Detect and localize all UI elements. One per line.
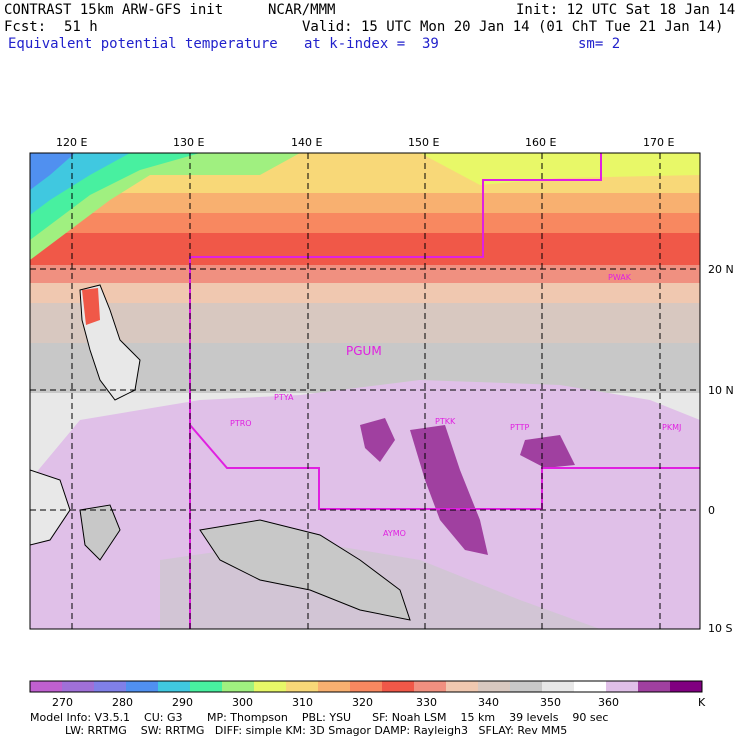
colorbar-swatch	[94, 681, 127, 692]
valid-time: Valid: 15 UTC Mon 20 Jan 14 (01 ChT Tue …	[302, 19, 724, 35]
colorbar-swatch	[606, 681, 639, 692]
colorbar-swatch	[670, 681, 703, 692]
colorbar-swatch	[318, 681, 351, 692]
physics-info-line: LW: RRTMG SW: RRTMG DIFF: simple KM: 3D …	[30, 724, 568, 737]
colorbar-label: 330	[416, 696, 437, 709]
colorbar-swatch	[414, 681, 447, 692]
high-theta-e-blob	[360, 418, 395, 462]
colorbar-swatch	[446, 681, 479, 692]
map-frame	[29, 152, 701, 630]
colorbar-label: 360	[598, 696, 619, 709]
colorbar-swatch	[158, 681, 191, 692]
colorbar-swatch	[126, 681, 159, 692]
org-label: NCAR/MMM	[268, 2, 336, 18]
lon-label: 170 E	[643, 136, 675, 149]
colorbar-label: 340	[478, 696, 499, 709]
lat-label: 0	[708, 504, 715, 517]
station-label: PTRO	[230, 419, 252, 428]
smoothing: sm= 2	[578, 36, 621, 52]
lat-label: 10 S	[708, 622, 733, 635]
station-label: PTYA	[274, 393, 294, 402]
colorbar-swatch	[222, 681, 255, 692]
colorbar-swatch	[638, 681, 671, 692]
colorbar-label: 350	[540, 696, 561, 709]
station-label: PTKK	[435, 417, 456, 426]
station-label: AYMO	[383, 529, 406, 538]
colorbar-label: 290	[172, 696, 193, 709]
colorbar-swatch	[478, 681, 511, 692]
lat-label: 10 N	[708, 384, 734, 397]
colorbar	[30, 681, 703, 692]
colorbar-swatch	[190, 681, 223, 692]
high-theta-e-blob	[520, 435, 575, 468]
lon-label: 140 E	[291, 136, 323, 149]
colorbar-swatch	[254, 681, 287, 692]
lon-label: 120 E	[56, 136, 88, 149]
colorbar-label: 270	[52, 696, 73, 709]
forecast-label: Fcst:	[4, 19, 47, 35]
colorbar-swatch	[574, 681, 607, 692]
station-label: PWAK	[608, 273, 632, 282]
init-time: Init: 12 UTC Sat 18 Jan 14	[516, 2, 736, 18]
lon-label: 160 E	[525, 136, 557, 149]
field-name: Equivalent potential temperature	[8, 36, 278, 52]
station-label: PTTP	[510, 423, 530, 432]
colorbar-label: 300	[232, 696, 253, 709]
high-theta-e-blob	[410, 425, 488, 555]
colorbar-label: 280	[112, 696, 133, 709]
station-label: PKMJ	[662, 423, 682, 432]
level-index: at k-index = 39	[304, 36, 439, 52]
colorbar-swatch	[382, 681, 415, 692]
colorbar-unit: K	[698, 696, 706, 709]
model-info-line: Model Info: V3.5.1 CU: G3 MP: Thompson P…	[30, 711, 609, 724]
colorbar-label: 320	[352, 696, 373, 709]
colorbar-label: 310	[292, 696, 313, 709]
colorbar-swatch	[62, 681, 95, 692]
colorbar-swatch	[350, 681, 383, 692]
colorbar-swatch	[542, 681, 575, 692]
model-title: CONTRAST 15km ARW-GFS init	[4, 2, 224, 18]
lat-lon-grid	[30, 153, 700, 629]
lon-label: 150 E	[408, 136, 440, 149]
station-label: PGUM	[346, 344, 382, 358]
colorbar-swatch	[510, 681, 543, 692]
lat-label: 20 N	[708, 263, 734, 276]
forecast-hour: 51 h	[64, 19, 98, 35]
lon-label: 130 E	[173, 136, 205, 149]
colorbar-swatch	[286, 681, 319, 692]
colorbar-swatch	[30, 681, 63, 692]
